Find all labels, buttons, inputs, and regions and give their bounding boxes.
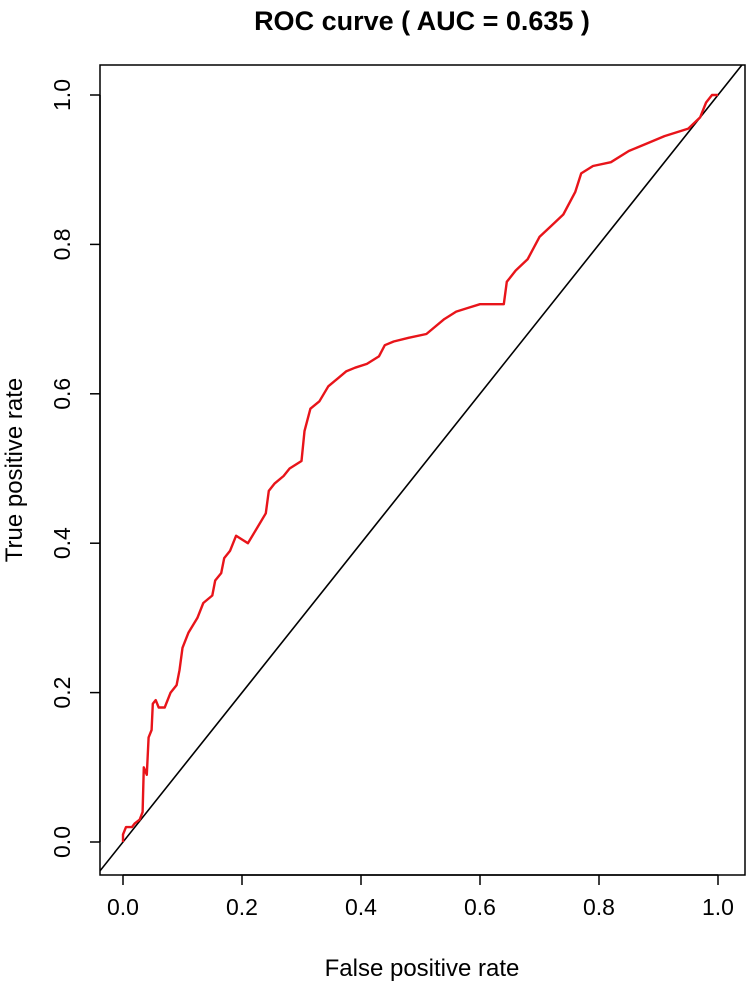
y-tick-label: 0.0 <box>49 826 75 858</box>
chart-title: ROC curve ( AUC = 0.635 ) <box>254 6 590 36</box>
roc-curve-line <box>121 93 718 842</box>
y-tick-label: 0.6 <box>49 378 75 410</box>
x-axis: 0.0 0.2 0.4 0.6 0.8 1.0 <box>107 874 734 920</box>
y-tick-label: 0.2 <box>49 677 75 709</box>
y-tick-label: 1.0 <box>49 79 75 111</box>
x-tick-label: 0.4 <box>345 894 377 920</box>
diagonal-reference-line <box>100 65 743 873</box>
x-tick-label: 0.2 <box>226 894 258 920</box>
y-axis: 0.0 0.2 0.4 0.6 0.8 1.0 <box>49 79 101 858</box>
x-axis-label: False positive rate <box>325 955 520 982</box>
y-tick-label: 0.8 <box>49 228 75 260</box>
x-tick-label: 1.0 <box>702 894 734 920</box>
y-axis-label: True positive rate <box>1 378 28 563</box>
plot-area <box>100 65 743 873</box>
x-tick-label: 0.6 <box>464 894 496 920</box>
y-tick-label: 0.4 <box>49 527 75 559</box>
x-tick-label: 0.8 <box>583 894 615 920</box>
plot-frame <box>99 64 746 876</box>
x-tick-label: 0.0 <box>107 894 139 920</box>
